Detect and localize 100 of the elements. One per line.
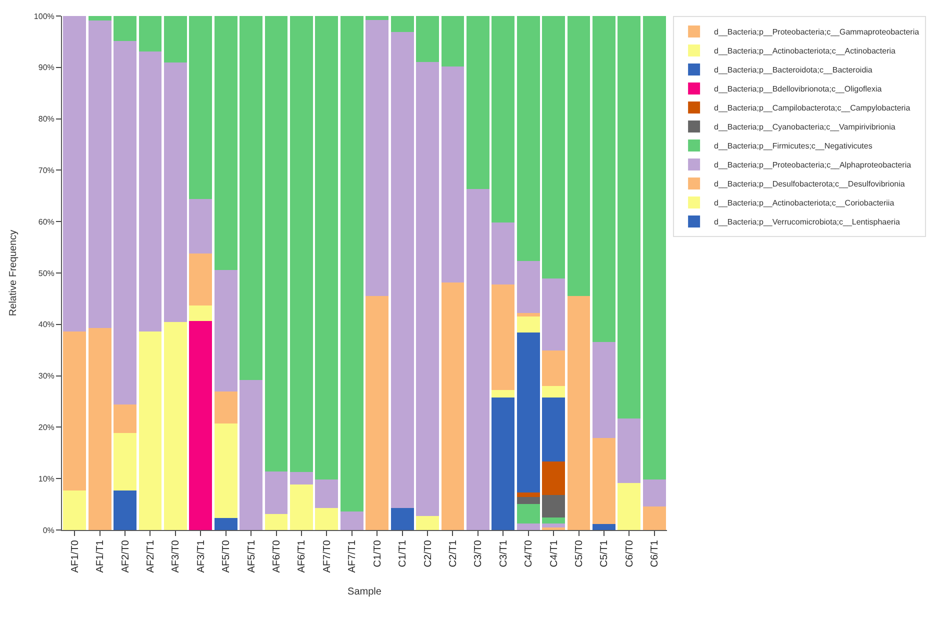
bar (138, 332, 162, 530)
x-tick-label: C6/T0 (624, 540, 636, 568)
bar (315, 16, 338, 480)
bar (164, 322, 187, 530)
bar (340, 512, 364, 530)
x-tick-label: C2/T0 (422, 540, 434, 568)
bar (516, 332, 540, 492)
x-tick-label: C4/T0 (524, 540, 535, 568)
y-tick-label: 30% (38, 372, 54, 381)
bar (240, 16, 263, 380)
bar (516, 504, 540, 524)
bar (214, 392, 238, 424)
bar (618, 418, 641, 484)
bar (542, 495, 566, 518)
bar (492, 16, 515, 223)
y-tick-label: 10% (38, 474, 54, 484)
bar (567, 296, 590, 530)
bar (114, 404, 136, 433)
y-tick-label: 100% (34, 12, 54, 21)
legend-label: d__Bacteria;p__Campilobacterota;c__Campylobacteria (714, 104, 911, 113)
bar (264, 514, 288, 530)
bar (164, 62, 187, 322)
bar (592, 438, 616, 524)
bar (114, 16, 136, 42)
y-tick-label: 20% (38, 423, 54, 432)
bar (542, 16, 566, 279)
bar (315, 480, 338, 508)
bar (138, 16, 162, 52)
x-tick-label: AF2/T0 (120, 540, 132, 573)
legend-label: d__Bacteria;p__Firmicutes;c__Negativicutes (714, 142, 872, 151)
bar (416, 16, 439, 62)
x-tick-label: AF5/T1 (246, 540, 258, 573)
bar (189, 253, 212, 306)
bar (516, 261, 540, 314)
x-tick-label: AF1/T0 (70, 540, 81, 573)
x-tick-label: AF6/T1 (296, 540, 308, 573)
bar (492, 222, 515, 284)
bar (592, 342, 616, 438)
bar (366, 296, 389, 530)
bar (542, 350, 566, 386)
bar (189, 16, 212, 199)
legend-label: d__Bacteria;p__Proteobacteria;c__Alphaproteobacteria (714, 160, 912, 170)
bar (542, 386, 566, 398)
bar (618, 483, 641, 530)
legend-label: d__Bacteria;p__Desulfobacterota;c__Desulfovibrionia (714, 180, 906, 189)
bar (567, 16, 590, 296)
bar (390, 508, 414, 530)
bar (492, 390, 515, 398)
bar (516, 492, 540, 498)
x-tick-label: AF3/T0 (170, 540, 182, 573)
x-tick-label: C2/T1 (448, 540, 459, 568)
bar (114, 41, 136, 405)
y-tick-label: 40% (38, 320, 54, 330)
bar (63, 332, 86, 490)
bar (138, 51, 162, 332)
bar (290, 484, 313, 530)
bar (466, 16, 490, 190)
bar (542, 397, 566, 462)
x-tick-label: AF3/T1 (196, 540, 207, 573)
bar (264, 16, 288, 472)
bar (88, 328, 112, 530)
x-tick-label: C1/T0 (372, 540, 384, 568)
bar (516, 16, 540, 262)
x-tick-label: AF7/T0 (322, 540, 333, 573)
bar (642, 16, 666, 480)
bar (264, 471, 288, 514)
bar (214, 16, 238, 270)
bar (516, 313, 540, 317)
bar (164, 16, 187, 62)
bar (542, 523, 566, 528)
x-tick-label: AF6/T0 (272, 540, 283, 573)
bar (290, 16, 313, 472)
bar (366, 20, 389, 296)
x-tick-label: C3/T1 (498, 540, 510, 568)
x-tick-label: AF5/T0 (221, 540, 232, 573)
bar (516, 497, 540, 504)
bar (390, 16, 414, 32)
bar (542, 278, 566, 351)
x-tick-label: C3/T0 (473, 540, 484, 568)
legend-label: d__Bacteria;p__Verrucomicrobiota;c__Lentisphaeria (714, 218, 900, 227)
bar (642, 506, 666, 530)
bar (416, 516, 439, 530)
legend-label: d__Bacteria;p__Actinobacteriota;c__Actinobacteria (714, 46, 896, 56)
x-tick-label: AF1/T1 (95, 540, 106, 573)
x-axis-title: Sample (348, 586, 382, 598)
bar (618, 16, 641, 418)
x-tick-label: C5/T0 (574, 540, 586, 568)
y-tick-label: 70% (38, 166, 54, 175)
bar (88, 16, 112, 21)
bar (466, 189, 490, 530)
bar (592, 16, 616, 342)
bar (114, 490, 136, 530)
bar (441, 66, 464, 282)
bar (214, 518, 238, 530)
bar (290, 472, 313, 484)
bar (114, 432, 136, 490)
bar (642, 480, 666, 506)
bar (390, 32, 414, 508)
legend-label: d__Bacteria;p__Bacteroidota;c__Bacteroidia (714, 66, 873, 75)
x-tick-label: AF7/T1 (347, 540, 358, 573)
